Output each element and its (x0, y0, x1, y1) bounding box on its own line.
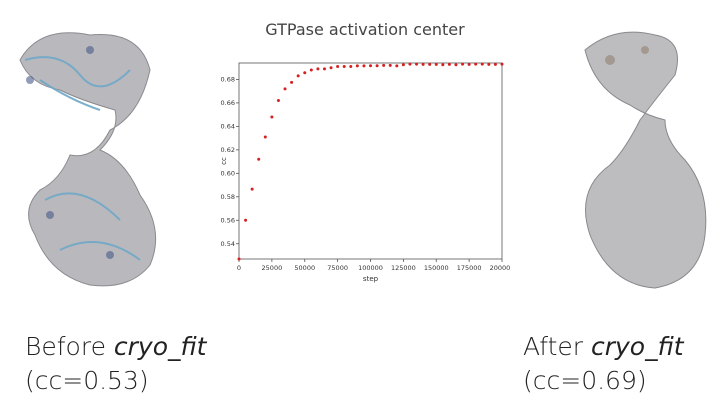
data-point (447, 62, 451, 66)
x-axis-label: step (363, 275, 379, 283)
data-point (349, 65, 353, 69)
y-tick-label: 0.56 (221, 217, 235, 225)
data-point (290, 80, 294, 84)
after-cc-value: (cc=0.69) (523, 366, 647, 395)
after-caption: After cryo_fit (cc=0.69) (523, 330, 684, 398)
y-tick-label: 0.62 (221, 146, 235, 154)
data-point (237, 257, 241, 261)
x-tick-label: 75000 (327, 264, 348, 272)
x-tick-label: 0 (237, 264, 241, 272)
y-tick-label: 0.68 (221, 76, 235, 84)
data-point (283, 87, 287, 91)
before-caption-tool: cryo_fit (113, 332, 207, 361)
data-point (382, 63, 386, 67)
before-caption-prefix: Before (25, 332, 114, 361)
data-point (375, 64, 379, 68)
data-point (428, 62, 432, 66)
data-point (421, 62, 425, 66)
data-point (500, 62, 504, 66)
y-tick-label: 0.54 (221, 240, 235, 248)
data-point (257, 157, 261, 161)
chart-title: GTPase activation center (265, 20, 465, 39)
data-point (263, 135, 267, 139)
x-tick-label: 25000 (262, 264, 283, 272)
cc-vs-step-chart: 0 25000 50000 75000 100000 125000 150000 175000… (220, 62, 510, 283)
after-caption-tool: cryo_fit (590, 332, 684, 361)
x-tick-label: 175000 (457, 264, 482, 272)
data-point (342, 65, 346, 69)
data-point (441, 63, 445, 67)
data-point (487, 62, 491, 66)
data-point (408, 62, 412, 66)
after-caption-prefix: After (523, 332, 591, 361)
data-point (474, 62, 478, 66)
data-point (270, 115, 274, 119)
y-tick-label: 0.64 (221, 123, 235, 131)
data-point (401, 63, 405, 67)
before-cc-value: (cc=0.53) (25, 366, 149, 395)
data-point (244, 218, 248, 222)
x-tick-label: 50000 (294, 264, 315, 272)
data-point (336, 65, 340, 69)
x-tick-label: 150000 (424, 264, 449, 272)
data-point (329, 66, 333, 70)
data-point (322, 67, 326, 71)
y-tick-label: 0.60 (221, 170, 235, 178)
y-tick-label: 0.66 (221, 99, 235, 107)
data-point (303, 71, 307, 75)
data-point (434, 62, 438, 66)
data-point (309, 68, 313, 72)
after-fit-map-image (584, 31, 707, 289)
data-point (388, 63, 392, 67)
data-point (369, 64, 372, 68)
plot-frame (238, 62, 503, 260)
y-tick-label: 0.58 (221, 193, 235, 201)
data-point (467, 62, 471, 66)
data-point (454, 63, 458, 67)
data-point (250, 187, 254, 191)
data-point (415, 62, 419, 66)
before-caption: Before cryo_fit (cc=0.53) (25, 330, 206, 398)
data-point (316, 67, 320, 71)
x-tick-label: 125000 (391, 264, 416, 272)
data-point (461, 62, 465, 66)
data-point (355, 64, 359, 68)
data-point (276, 99, 280, 103)
data-point (296, 74, 300, 78)
data-point (493, 62, 497, 66)
data-point (362, 64, 366, 68)
data-point (395, 64, 399, 68)
data-point (480, 62, 484, 66)
before-fit-map-image (19, 32, 157, 287)
y-axis-label: cc (220, 157, 228, 165)
x-tick-label: 100000 (358, 264, 383, 272)
